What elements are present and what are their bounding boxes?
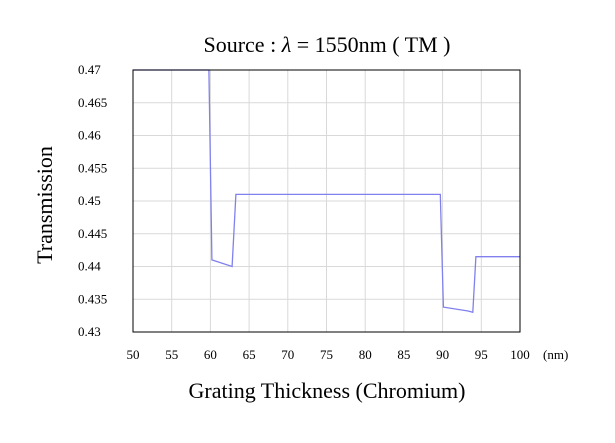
y-tick-label: 0.43	[78, 324, 101, 339]
y-axis-label: Transmission	[32, 146, 57, 264]
x-tick-label: 85	[397, 347, 410, 362]
x-tick-label: 75	[320, 347, 333, 362]
grid-lines	[132, 69, 521, 333]
x-axis-label: Grating Thickness (Chromium)	[189, 378, 466, 403]
y-tick-label: 0.46	[78, 128, 101, 143]
x-axis-unit: (nm)	[543, 347, 568, 362]
x-tick-label: 55	[165, 347, 178, 362]
y-axis-ticks: 0.43 0.435 0.44 0.445 0.45 0.455 0.46 0.465 0.47	[78, 62, 107, 339]
x-axis-ticks: 50 55 60 65 70 75 80 85 90 95 100	[127, 347, 530, 362]
y-tick-label: 0.44	[78, 259, 101, 274]
x-tick-label: 100	[510, 347, 530, 362]
y-tick-label: 0.45	[78, 193, 101, 208]
chart-title: Source : λ = 1550nm ( TM )	[203, 32, 450, 57]
x-tick-label: 65	[243, 347, 256, 362]
x-tick-label: 60	[204, 347, 217, 362]
x-tick-label: 80	[359, 347, 372, 362]
x-tick-label: 95	[475, 347, 488, 362]
series-line	[133, 69, 520, 314]
plot-frame	[132, 69, 521, 333]
y-tick-label: 0.435	[78, 291, 107, 306]
y-tick-label: 0.47	[78, 62, 101, 77]
x-tick-label: 90	[436, 347, 449, 362]
x-tick-label: 50	[127, 347, 140, 362]
y-tick-label: 0.455	[78, 160, 107, 175]
x-tick-label: 70	[281, 347, 294, 362]
y-tick-label: 0.445	[78, 226, 107, 241]
y-tick-label: 0.465	[78, 95, 107, 110]
